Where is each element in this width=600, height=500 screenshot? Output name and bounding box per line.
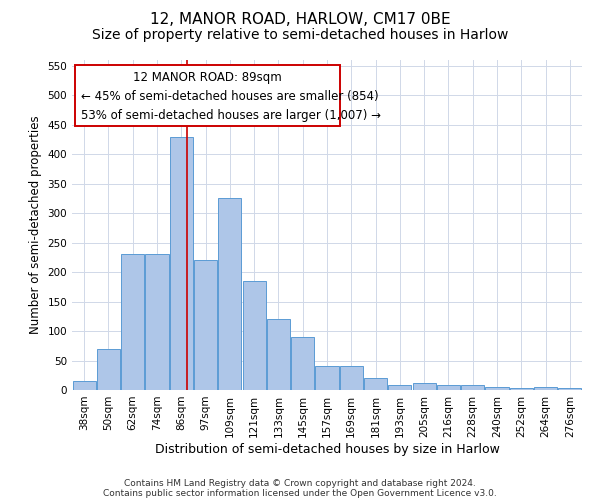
Bar xyxy=(437,386,460,390)
Bar xyxy=(316,366,338,390)
Text: Size of property relative to semi-detached houses in Harlow: Size of property relative to semi-detach… xyxy=(92,28,508,42)
Bar xyxy=(461,386,484,390)
Bar xyxy=(340,366,363,390)
Bar xyxy=(534,387,557,390)
FancyBboxPatch shape xyxy=(74,65,340,126)
Text: 12, MANOR ROAD, HARLOW, CM17 0BE: 12, MANOR ROAD, HARLOW, CM17 0BE xyxy=(149,12,451,28)
Bar xyxy=(364,378,387,390)
Bar xyxy=(267,320,290,390)
Bar xyxy=(194,260,217,390)
Bar xyxy=(413,383,436,390)
Bar xyxy=(559,388,581,390)
Bar xyxy=(121,254,144,390)
X-axis label: Distribution of semi-detached houses by size in Harlow: Distribution of semi-detached houses by … xyxy=(155,442,499,456)
Bar xyxy=(145,254,169,390)
Bar xyxy=(485,387,509,390)
Text: Contains public sector information licensed under the Open Government Licence v3: Contains public sector information licen… xyxy=(103,488,497,498)
Bar xyxy=(73,381,95,390)
Bar xyxy=(291,337,314,390)
Text: Contains HM Land Registry data © Crown copyright and database right 2024.: Contains HM Land Registry data © Crown c… xyxy=(124,478,476,488)
Text: ← 45% of semi-detached houses are smaller (854): ← 45% of semi-detached houses are smalle… xyxy=(80,90,378,103)
Bar xyxy=(170,136,193,390)
Bar xyxy=(218,198,241,390)
Bar xyxy=(510,388,533,390)
Y-axis label: Number of semi-detached properties: Number of semi-detached properties xyxy=(29,116,42,334)
Text: 53% of semi-detached houses are larger (1,007) →: 53% of semi-detached houses are larger (… xyxy=(80,109,380,122)
Text: 12 MANOR ROAD: 89sqm: 12 MANOR ROAD: 89sqm xyxy=(133,71,281,84)
Bar xyxy=(97,349,120,390)
Bar xyxy=(242,281,266,390)
Bar xyxy=(388,386,412,390)
